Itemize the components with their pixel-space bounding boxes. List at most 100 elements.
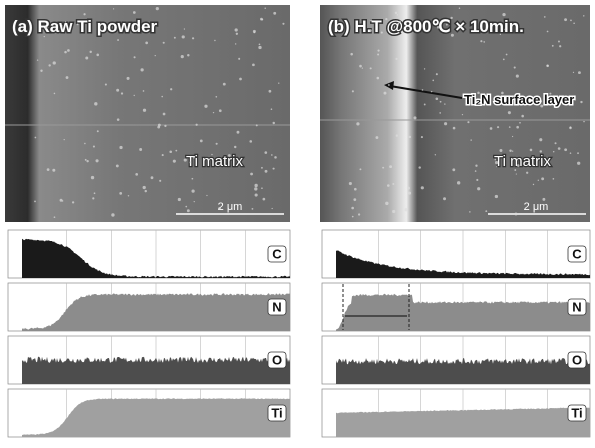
panel-label: (a) Raw Ti powder — [12, 17, 158, 36]
speckle — [386, 184, 390, 187]
speckle — [206, 194, 208, 197]
speckle — [254, 183, 258, 188]
speckle — [458, 7, 461, 9]
speckle — [34, 136, 37, 139]
speckle — [94, 102, 98, 106]
speckle — [52, 61, 56, 65]
speckle — [435, 73, 438, 76]
speckle — [470, 139, 472, 141]
speckle — [252, 63, 255, 67]
speckle — [369, 67, 372, 70]
speckle — [63, 138, 65, 141]
element-box — [267, 404, 287, 422]
speckle — [539, 138, 543, 142]
speckle — [578, 71, 581, 75]
speckle — [181, 35, 185, 39]
speckle — [120, 92, 124, 95]
speckle — [116, 88, 120, 92]
speckle — [353, 198, 357, 202]
speckle — [183, 158, 187, 162]
speckle — [272, 121, 276, 125]
speckle — [89, 50, 92, 54]
speckle — [564, 18, 567, 22]
speckle — [204, 104, 208, 108]
scan-profile — [336, 407, 590, 437]
speckle — [552, 177, 555, 180]
speckle — [235, 32, 239, 35]
speckle — [258, 43, 261, 46]
speckle — [86, 159, 89, 163]
speckle — [392, 182, 395, 185]
speckle — [113, 8, 115, 10]
speckle — [214, 39, 216, 42]
speckle — [189, 161, 192, 164]
speckle — [450, 33, 454, 37]
speckle — [475, 164, 478, 167]
speckle — [504, 28, 507, 31]
element-label: O — [272, 352, 282, 367]
speckle — [496, 126, 500, 129]
element-label: N — [572, 299, 581, 314]
speckle — [380, 31, 383, 34]
speckle — [282, 22, 285, 25]
annotation: Ti₂N surface layer — [464, 92, 574, 107]
matrix-label: Ti matrix — [186, 153, 243, 170]
speckle — [43, 35, 45, 38]
speckle — [133, 56, 136, 59]
speckle — [387, 84, 390, 86]
speckle — [496, 166, 498, 168]
speckle — [583, 120, 585, 123]
speckle — [212, 111, 215, 114]
speckle — [90, 175, 95, 180]
speckle — [96, 130, 99, 133]
element-label: C — [272, 246, 282, 261]
speckle — [437, 25, 440, 29]
speckle — [59, 198, 63, 202]
speckle — [191, 177, 194, 180]
speckle — [222, 82, 226, 86]
speckle — [117, 39, 119, 41]
speckle — [443, 197, 447, 201]
speckle — [369, 19, 373, 22]
element-label: O — [572, 352, 582, 367]
scale-bar: 2 μm — [524, 201, 549, 213]
speckle — [264, 151, 268, 154]
speckle — [191, 189, 195, 193]
speckle — [500, 97, 502, 99]
speckle — [526, 171, 529, 174]
speckle — [144, 189, 147, 193]
speckle — [546, 30, 549, 33]
speckle — [477, 91, 480, 95]
speckle — [356, 122, 360, 126]
speckle — [572, 71, 575, 74]
speckle — [495, 161, 499, 165]
speckle — [423, 103, 426, 106]
speckle — [169, 150, 173, 154]
element-box — [567, 404, 587, 422]
speckle — [161, 95, 164, 98]
speckle — [218, 109, 222, 113]
speckle — [499, 148, 503, 152]
speckle — [170, 88, 173, 91]
speckle — [546, 64, 550, 68]
speckle — [521, 114, 524, 118]
speckle — [385, 201, 389, 206]
speckle — [164, 124, 167, 128]
speckle — [511, 135, 514, 138]
speckle — [215, 95, 218, 98]
speckle — [183, 28, 186, 30]
speckle — [157, 125, 161, 129]
speckle — [140, 68, 144, 72]
speckle — [271, 207, 273, 210]
speckle — [162, 41, 165, 44]
speckle — [34, 200, 36, 203]
speckle — [155, 7, 159, 11]
speckle — [162, 112, 166, 116]
speckle — [554, 142, 557, 145]
speckle — [92, 145, 96, 148]
speckle — [559, 45, 562, 48]
panel-label: (b) H.T @800℃ × 10min. — [328, 17, 524, 36]
element-box — [267, 245, 287, 263]
speckle — [569, 152, 572, 154]
